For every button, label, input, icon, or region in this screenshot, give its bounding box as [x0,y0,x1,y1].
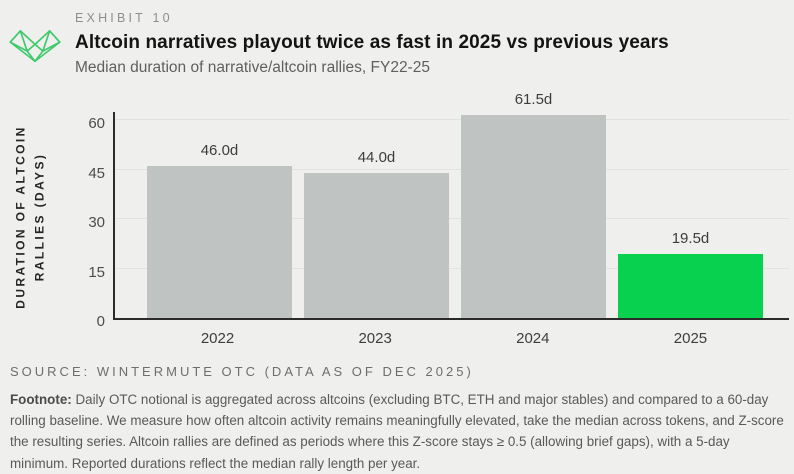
plot-area: 46.0d 44.0d 61.5d 19.5d [113,91,789,320]
y-tick-label: 60 [88,115,105,132]
footnote: Footnote: Daily OTC notional is aggregat… [10,389,788,474]
bar-slot-2024: 61.5d [461,91,606,318]
wintermute-logo [8,25,62,75]
bar-slot-2025: 19.5d [618,112,763,318]
bar-value-label: 19.5d [671,229,710,247]
bar-value-label: 44.0d [357,148,396,166]
chart-header: EXHIBIT 10 Altcoin narratives playout tw… [75,11,669,77]
exhibit-label: EXHIBIT 10 [75,11,173,25]
x-axis-label-2023: 2023 [358,330,392,347]
footnote-label: Footnote: [10,392,72,407]
wintermute-logo-icon [9,30,61,63]
y-tick-label: 30 [88,214,105,231]
bar-slot-2022: 46.0d [147,112,292,318]
x-axis-label-2024: 2024 [516,330,550,347]
bar-value-label: 61.5d [514,91,553,109]
bar-value-label: 46.0d [200,142,239,160]
bar-slot-2023: 44.0d [304,112,449,318]
bar-2023 [304,172,449,318]
y-tick-label: 45 [88,164,105,182]
gridline [115,119,789,120]
gridline [115,267,789,269]
bar-2025 [618,253,763,318]
chart-subtitle: Median duration of narrative/altcoin ral… [75,59,430,76]
x-axis-label-2025: 2025 [673,330,708,347]
footnote-text: Daily OTC notional is aggregated across … [10,392,784,471]
source-line: SOURCE: WINTERMUTE OTC (DATA AS OF DEC 2… [10,364,474,379]
x-axis-label-2022: 2022 [200,330,235,347]
x-axis-labels: 2022 2023 2024 2025 [113,330,789,347]
bar-2022 [147,166,292,318]
bar-series: 46.0d 44.0d 61.5d 19.5d [115,91,789,318]
y-tick-label: 0 [96,313,105,330]
y-tick-label: 15 [88,263,105,281]
gridline [115,218,789,219]
gridline [115,168,789,170]
y-axis-ticks: 0 15 30 45 60 [0,112,105,330]
page-title: Altcoin narratives playout twice as fast… [75,32,669,53]
bar-2024 [461,115,606,318]
